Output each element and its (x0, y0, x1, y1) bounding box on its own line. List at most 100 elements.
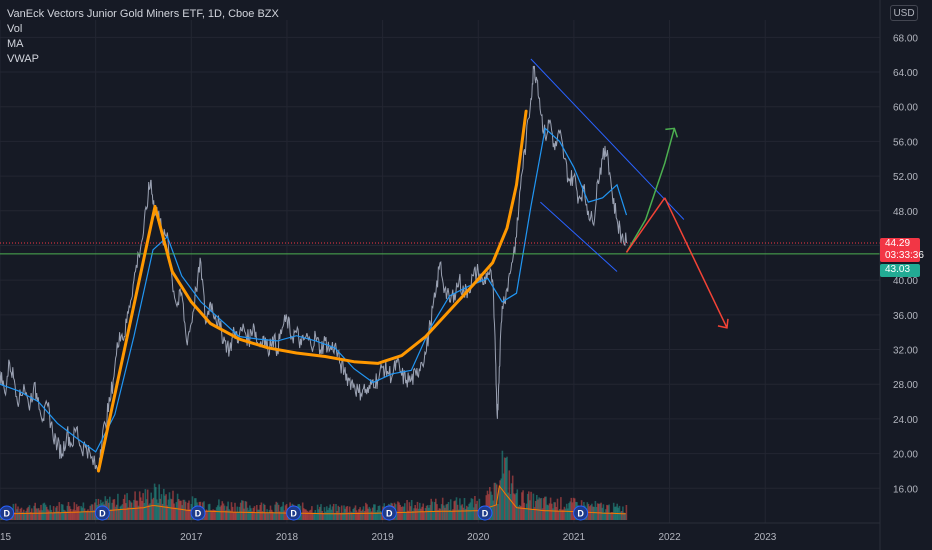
legend-item-vol[interactable]: Vol (7, 23, 23, 35)
chart-legend: VanEck Vectors Junior Gold Miners ETF, 1… (7, 7, 279, 67)
volume-bar (53, 511, 56, 520)
volume-bar (160, 494, 163, 520)
dividend-marker-5[interactable] (477, 505, 493, 521)
volume-bar (282, 501, 284, 520)
volume-bar (267, 512, 269, 520)
volume-bar (562, 509, 564, 520)
volume-bar (474, 496, 476, 520)
volume-bar (23, 509, 25, 520)
volume-bar (402, 506, 405, 520)
volume-bar (252, 507, 255, 520)
volume-bar (606, 504, 608, 520)
legend-item-vwap[interactable]: VWAP (7, 53, 39, 65)
volume-bar (143, 503, 146, 520)
volume-bar (156, 499, 158, 520)
volume-bar (569, 501, 571, 520)
volume-bar (253, 506, 256, 520)
volume-bar (218, 499, 220, 520)
volume-bar (189, 509, 191, 520)
volume-bar (406, 500, 408, 520)
volume-bar (542, 498, 545, 520)
volume-bar (205, 509, 208, 520)
volume-bar (522, 490, 524, 520)
volume-bar (459, 498, 461, 520)
volume-bar (621, 511, 623, 520)
volume-bar (304, 509, 306, 520)
dividend-marker-6[interactable] (573, 505, 589, 521)
volume-bar (215, 507, 218, 520)
volume-bar (396, 511, 398, 520)
volume-bar (557, 510, 560, 520)
symbol-title[interactable]: VanEck Vectors Junior Gold Miners ETF, 1… (7, 8, 279, 20)
dividend-marker-3[interactable] (286, 505, 302, 521)
volume-bar (32, 512, 34, 520)
dividend-marker-label-5: D (482, 509, 489, 519)
volume-bar (436, 504, 438, 520)
volume-bar (73, 502, 76, 520)
volume-bar (460, 505, 462, 520)
volume-bar (410, 500, 413, 520)
volume-bar (55, 507, 57, 520)
y-tick-label-10: 56.00 (893, 137, 918, 148)
volume-bar (226, 506, 228, 520)
bull-arrow-head (665, 127, 679, 138)
volume-bar (507, 492, 509, 520)
volume-bar (277, 504, 280, 520)
time-axis[interactable]: 2015 2016 2017 2018 2019 2020 2021 2022 2023 (0, 522, 880, 543)
volume-bar (567, 508, 569, 520)
volume-bar (120, 505, 123, 520)
volume-bar (322, 513, 325, 520)
price-axis[interactable]: 16.0020.0024.0028.0032.0036.0040.0044.00… (879, 0, 918, 550)
volume-bar (407, 510, 410, 520)
volume-bar (361, 509, 364, 520)
volume-bar (561, 509, 563, 520)
volume-bar (599, 503, 601, 520)
x-tick-label-4: 2019 (371, 532, 394, 543)
volume-bar (13, 512, 16, 520)
volume-bar (212, 509, 214, 520)
chart-grid (0, 20, 880, 523)
volume-bar (315, 512, 318, 520)
legend-item-ma[interactable]: MA (7, 38, 24, 50)
volume-bar (171, 499, 173, 520)
volume-bar (446, 503, 449, 520)
volume-bar (260, 502, 263, 520)
volume-bar (280, 507, 282, 520)
volume-bar (466, 505, 468, 520)
volume-bar (238, 506, 241, 520)
dividend-marker-1[interactable] (94, 505, 110, 521)
volume-bar (591, 503, 593, 520)
dividend-marker-0[interactable] (0, 505, 15, 521)
volume-bar (367, 508, 369, 520)
cup-left-leg (97, 205, 157, 473)
volume-bar (357, 512, 359, 520)
dividend-marker-4[interactable] (381, 505, 397, 521)
volume-bar (117, 493, 119, 520)
cup-curve (153, 109, 528, 365)
currency-label[interactable]: USD (890, 5, 918, 21)
volume-bar (261, 511, 264, 520)
volume-bar (497, 504, 499, 520)
volume-bar (475, 503, 477, 520)
volume-bar (468, 503, 470, 520)
volume-bar (223, 505, 226, 520)
dividend-marker-2[interactable] (190, 505, 206, 521)
volume-bar (172, 490, 174, 520)
last-price-value: 44.29 (885, 238, 911, 249)
volume-bar (128, 500, 131, 520)
volume-bar (124, 494, 126, 520)
volume-bar (210, 510, 212, 520)
volume-bar (63, 509, 65, 520)
dividend-marker-label-2: D (195, 509, 202, 519)
channel-upper-line (530, 58, 685, 220)
volume-bar (84, 510, 87, 520)
volume-bar (60, 504, 63, 520)
volume-bar (427, 505, 429, 520)
volume-bar (180, 500, 182, 520)
volume-bar (159, 498, 162, 520)
volume-bar (560, 497, 562, 520)
volume-bar (452, 509, 454, 520)
volume-bar (40, 504, 42, 520)
